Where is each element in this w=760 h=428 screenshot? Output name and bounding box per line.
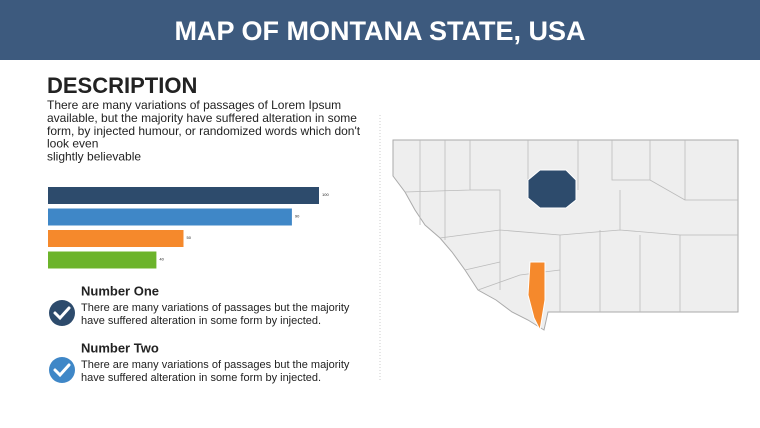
- check-icon: [49, 300, 75, 326]
- item-text: have suffered alteration in some form by…: [81, 372, 321, 384]
- bar-value-label: 100: [322, 192, 329, 197]
- item-text: have suffered alteration in some form by…: [81, 315, 321, 327]
- highlight-county-orange: [527, 261, 546, 332]
- bar: [48, 230, 184, 247]
- item-title: Number Two: [81, 340, 159, 355]
- item-text: There are many variations of passages bu…: [81, 302, 350, 314]
- check-icon: [49, 357, 75, 383]
- item-title: Number One: [81, 283, 159, 298]
- items: Number One There are many variations of p…: [49, 283, 350, 384]
- check-mark: [53, 363, 71, 378]
- bar: [48, 251, 157, 269]
- description-heading: DESCRIPTION: [47, 73, 197, 98]
- bar: [48, 187, 319, 204]
- bar-value-label: 40: [159, 257, 164, 262]
- description-line: form, by injected humour, or randomized …: [47, 124, 361, 138]
- header-bar: [0, 0, 760, 60]
- description-line: There are many variations of passages of…: [47, 98, 341, 112]
- description-line: look even: [47, 137, 98, 151]
- slide-title: MAP OF MONTANA STATE, USA: [175, 16, 586, 46]
- bar-value-label: 90: [295, 214, 300, 219]
- item-text: There are many variations of passages bu…: [81, 359, 350, 371]
- description-text: There are many variations of passages of…: [47, 98, 361, 163]
- bar-value-label: 50: [187, 235, 192, 240]
- montana-map: [392, 139, 739, 332]
- check-mark: [53, 306, 71, 321]
- description-line: slightly believable: [47, 149, 141, 163]
- bar: [48, 208, 292, 226]
- county-lines: [404, 140, 738, 312]
- highlight-county-blue: [527, 169, 577, 209]
- bar-chart: 100 90 50 40: [48, 187, 329, 269]
- description-line: available, but the majority have suffere…: [47, 111, 357, 125]
